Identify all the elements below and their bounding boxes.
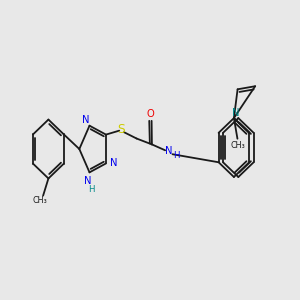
Text: N: N	[84, 176, 92, 186]
Text: H: H	[173, 151, 180, 160]
Text: S: S	[118, 123, 125, 136]
Text: N: N	[232, 108, 239, 118]
Text: H: H	[88, 185, 94, 194]
Text: CH₃: CH₃	[33, 196, 47, 205]
Text: N: N	[165, 146, 172, 156]
Text: N: N	[110, 158, 118, 168]
Text: N: N	[82, 115, 89, 125]
Text: O: O	[147, 109, 154, 119]
Text: CH₃: CH₃	[231, 141, 245, 150]
